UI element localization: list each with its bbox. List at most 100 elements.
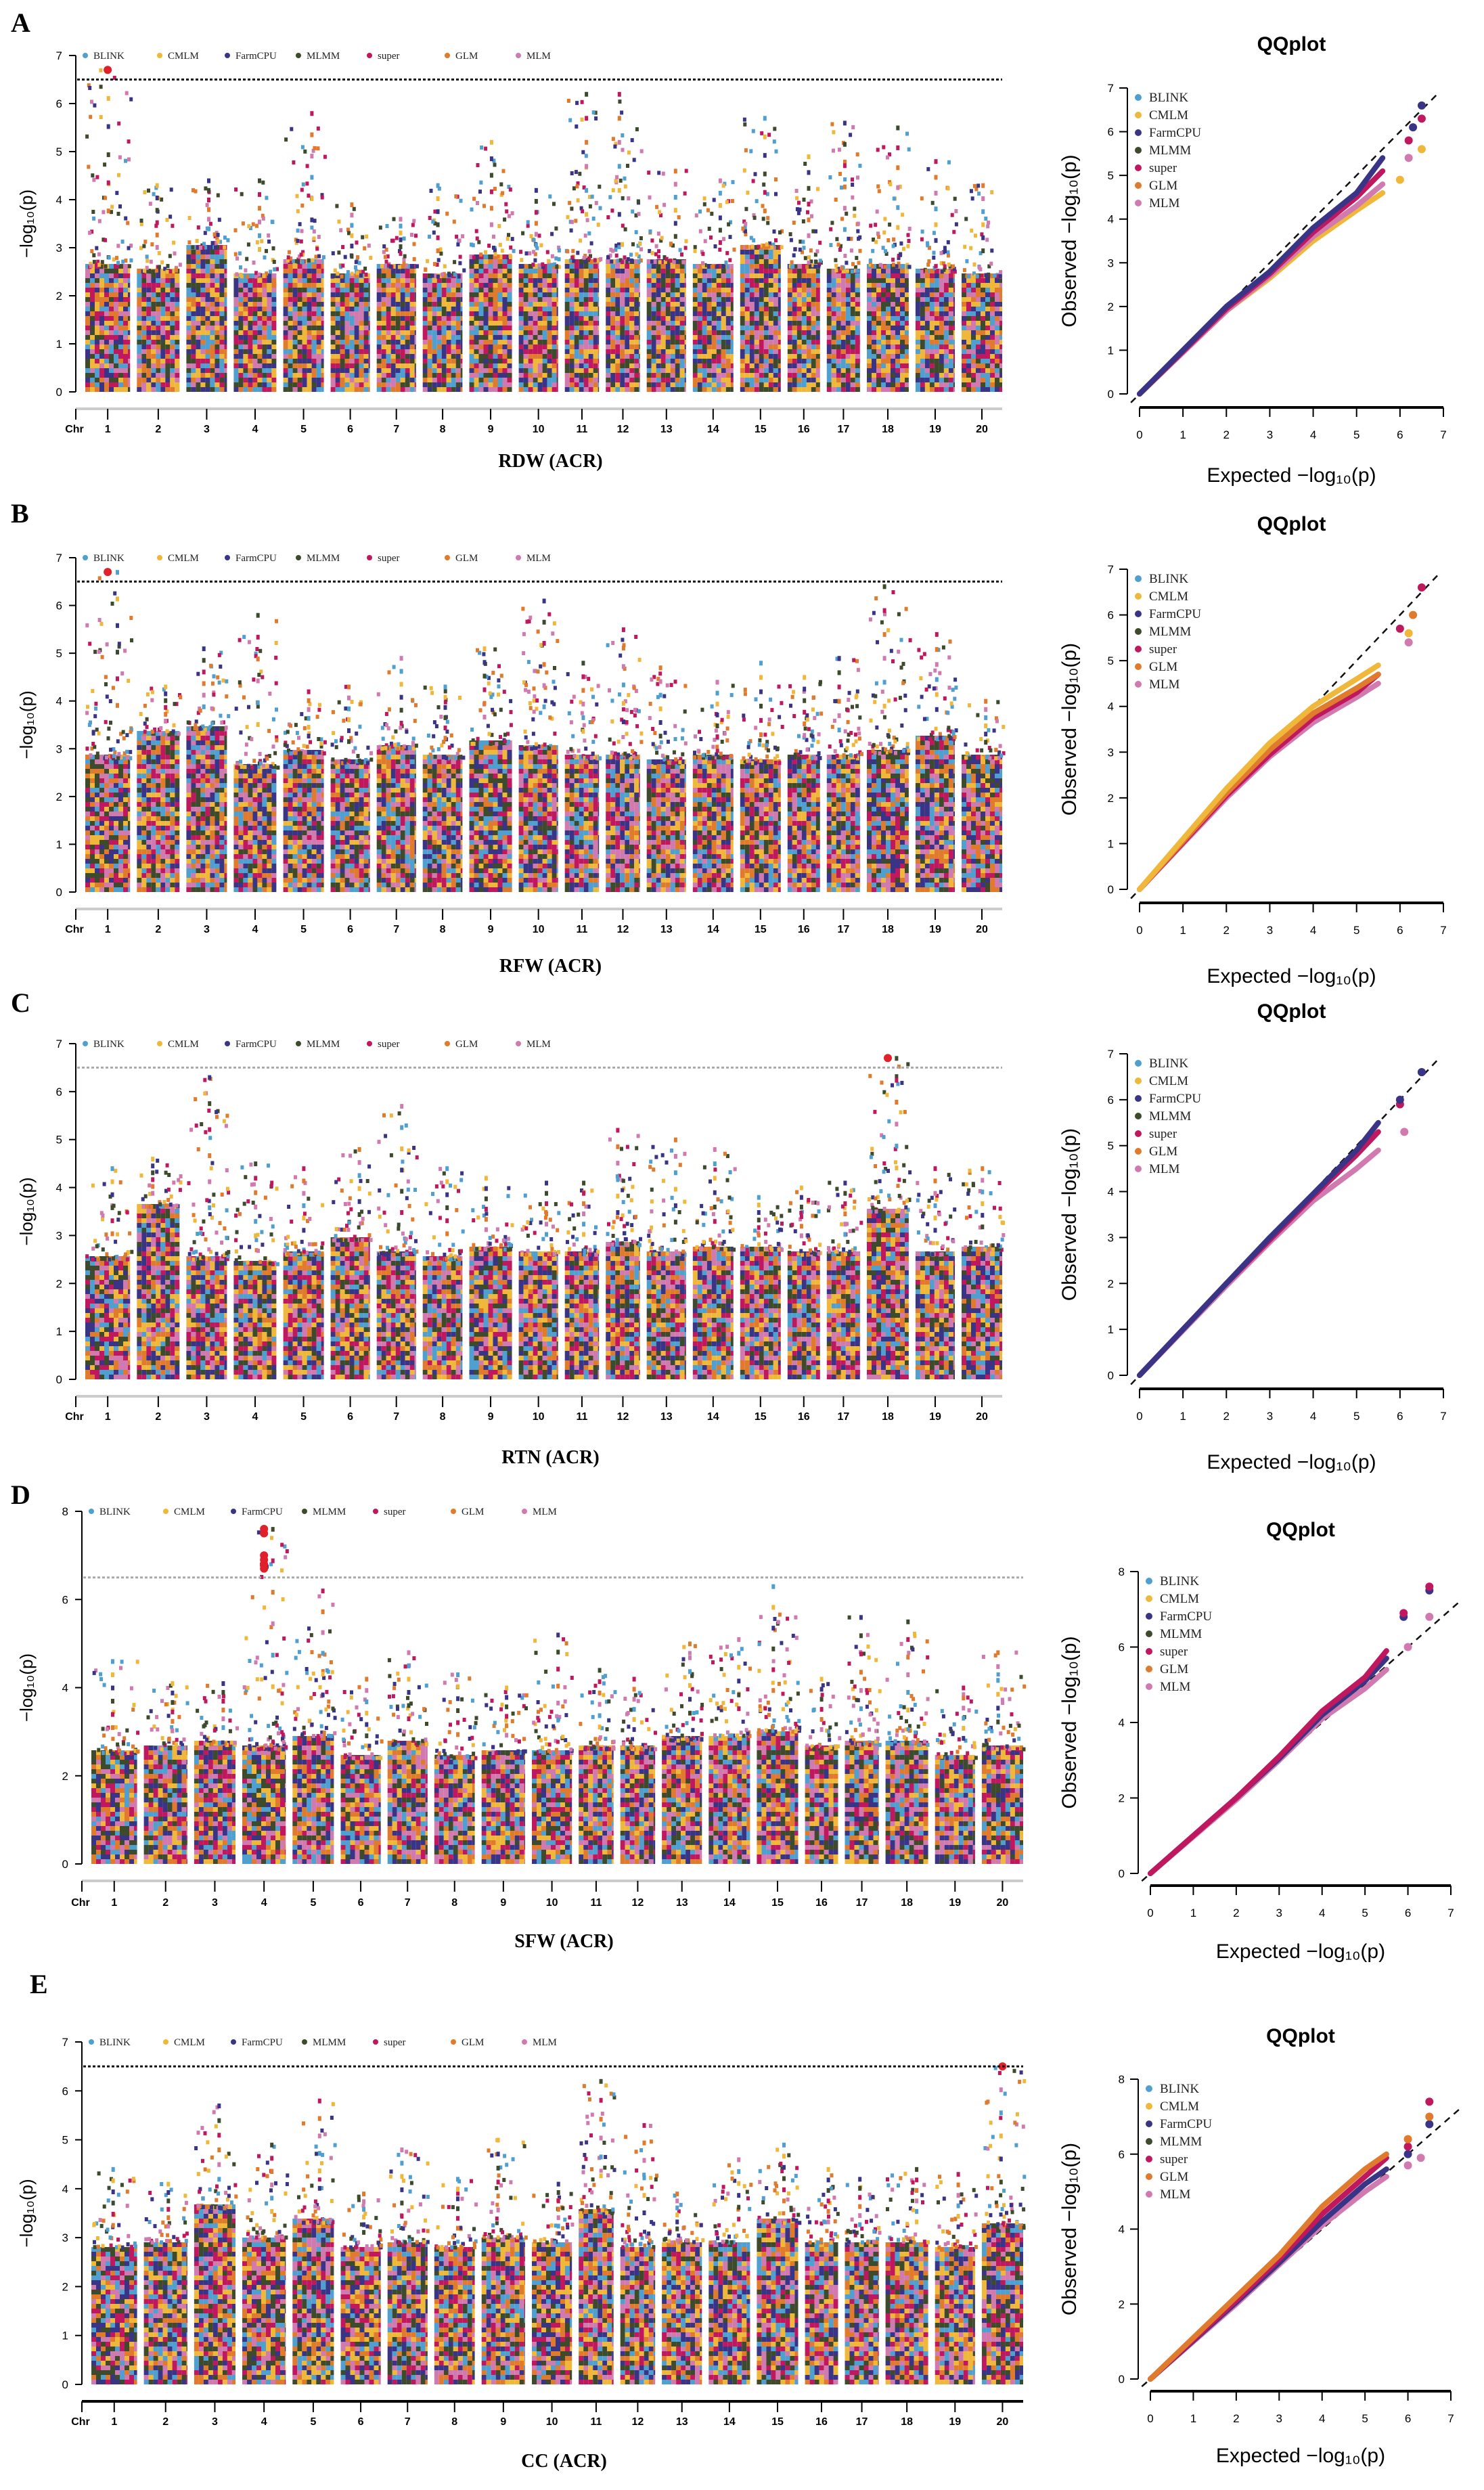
- snp-point: [568, 118, 572, 123]
- snp-cell: [307, 335, 312, 340]
- snp-point: [361, 269, 365, 274]
- snp-cell: [422, 387, 428, 392]
- snp-point: [169, 187, 173, 192]
- snp-cell: [523, 363, 529, 368]
- snp-cell: [593, 378, 598, 382]
- snp-cell: [488, 373, 493, 378]
- snp-cell: [811, 302, 816, 307]
- snp-cell: [646, 273, 652, 278]
- snp-cell: [740, 264, 745, 269]
- snp-cell: [811, 373, 816, 378]
- snp-cell: [432, 373, 437, 378]
- snp-cell: [579, 269, 584, 273]
- snp-cell: [311, 335, 317, 340]
- snp-cell: [711, 378, 717, 382]
- snp-cell: [656, 335, 661, 340]
- snp-cell: [340, 363, 345, 368]
- snp-cell: [679, 349, 685, 354]
- snp-cell: [625, 302, 630, 307]
- snp-cell: [552, 269, 557, 273]
- snp-cell: [730, 349, 734, 354]
- snp-cell: [141, 368, 147, 373]
- snp-cell: [665, 354, 671, 359]
- peak-point: [258, 192, 261, 197]
- snp-point: [252, 261, 256, 265]
- snp-cell: [593, 382, 598, 387]
- snp-cell: [730, 330, 734, 335]
- snp-point: [392, 217, 396, 221]
- snp-cell: [620, 273, 625, 278]
- snp-cell: [441, 278, 447, 283]
- snp-cell: [625, 378, 630, 382]
- snp-cell: [99, 354, 104, 359]
- snp-cell: [427, 373, 432, 378]
- snp-cell: [620, 378, 625, 382]
- snp-cell: [855, 330, 860, 335]
- snp-cell: [598, 378, 600, 382]
- snp-cell: [796, 278, 802, 283]
- snp-point: [92, 253, 96, 258]
- snp-cell: [156, 297, 161, 302]
- snp-cell: [233, 288, 239, 292]
- snp-cell: [670, 340, 675, 344]
- snp-cell: [478, 363, 484, 368]
- snp-cell: [528, 278, 533, 283]
- snp-cell: [386, 382, 391, 387]
- snp-cell: [787, 326, 792, 330]
- snp-cell: [675, 382, 680, 387]
- snp-cell: [768, 311, 773, 316]
- snp-cell: [335, 340, 340, 344]
- snp-cell: [478, 378, 484, 382]
- snp-cell: [629, 264, 635, 269]
- snp-cell: [469, 321, 474, 326]
- snp-cell: [702, 283, 707, 288]
- snp-cell: [238, 316, 244, 321]
- snp-cell: [186, 330, 192, 335]
- snp-cell: [170, 330, 175, 335]
- snp-cell: [271, 292, 277, 297]
- snp-cell: [620, 373, 625, 378]
- snp-cell: [283, 382, 288, 387]
- snp-point: [620, 110, 624, 115]
- snp-cell: [523, 387, 529, 392]
- snp-cell: [815, 373, 820, 378]
- snp-cell: [778, 288, 781, 292]
- snp-point: [807, 260, 811, 265]
- snp-cell: [376, 316, 382, 321]
- snp-cell: [104, 326, 109, 330]
- snp-cell: [497, 373, 503, 378]
- snp-cell: [219, 259, 225, 264]
- snp-cell: [656, 382, 661, 387]
- snp-cell: [542, 382, 547, 387]
- snp-cell: [441, 382, 447, 387]
- snp-cell: [441, 363, 447, 368]
- snp-cell: [488, 307, 493, 311]
- snp-cell: [432, 382, 437, 387]
- snp-point: [596, 223, 600, 227]
- snp-cell: [579, 307, 584, 311]
- snp-cell: [200, 254, 206, 259]
- snp-cell: [721, 283, 726, 288]
- chromosome-11: [564, 91, 603, 392]
- snp-point: [744, 232, 748, 237]
- snp-cell: [238, 307, 244, 311]
- snp-cell: [706, 344, 712, 349]
- snp-cell: [670, 302, 675, 307]
- snp-cell: [359, 382, 364, 387]
- snp-point: [382, 250, 386, 254]
- snp-point: [531, 263, 535, 267]
- snp-cell: [205, 307, 210, 311]
- snp-cell: [243, 321, 248, 326]
- snp-point: [89, 114, 93, 119]
- snp-cell: [311, 349, 317, 354]
- snp-cell: [598, 344, 600, 349]
- snp-cell: [754, 335, 759, 340]
- snp-cell: [446, 387, 451, 392]
- snp-point: [617, 245, 621, 250]
- snp-cell: [598, 278, 600, 283]
- snp-point: [798, 247, 802, 252]
- snp-cell: [248, 330, 253, 335]
- peak-point: [673, 208, 677, 213]
- snp-cell: [850, 326, 855, 330]
- snp-cell: [368, 273, 370, 278]
